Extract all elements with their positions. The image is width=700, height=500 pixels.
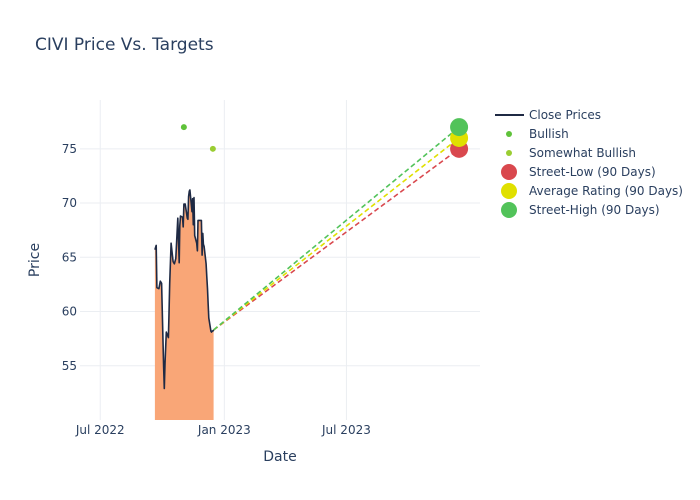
close-price-line-group <box>154 189 215 390</box>
average-target-line <box>213 137 460 331</box>
legend-swatch <box>506 131 512 137</box>
street-low-target-line <box>213 148 460 331</box>
legend-swatch <box>501 202 517 218</box>
x-tick-label: Jul 2022 <box>75 423 125 437</box>
legend-swatch <box>501 183 517 199</box>
close-price-line <box>154 189 215 390</box>
x-tick-label: Jul 2023 <box>321 423 371 437</box>
legend: Close Prices Bullish Somewhat Bullish Stree… <box>495 108 683 218</box>
legend-label: Somewhat Bullish <box>529 146 636 160</box>
gridlines <box>80 100 480 420</box>
street-high-target-line <box>213 126 460 331</box>
legend-item-average[interactable]: Average Rating (90 Days) <box>501 183 683 199</box>
legend-label: Close Prices <box>529 108 601 122</box>
close-price-area <box>154 190 214 420</box>
legend-swatch <box>506 150 512 156</box>
x-axis-ticks: Jul 2022 Jan 2023 Jul 2023 <box>75 423 371 437</box>
legend-label: Bullish <box>529 127 569 141</box>
target-lines <box>213 126 460 331</box>
legend-item-street-low[interactable]: Street-Low (90 Days) <box>501 164 656 180</box>
close-price-fill <box>154 190 214 420</box>
legend-swatch <box>501 164 517 180</box>
y-tick-label: 65 <box>62 250 77 264</box>
legend-item-close[interactable]: Close Prices <box>495 108 601 122</box>
y-axis-ticks: 55 60 65 70 75 <box>62 142 77 373</box>
y-tick-label: 55 <box>62 359 77 373</box>
y-tick-label: 75 <box>62 142 77 156</box>
bullish-rating-point <box>180 124 187 131</box>
legend-item-somewhat-bullish[interactable]: Somewhat Bullish <box>506 146 636 160</box>
y-tick-label: 70 <box>62 196 77 210</box>
chart-title: CIVI Price Vs. Targets <box>35 35 214 55</box>
street-high-target-marker <box>450 118 469 137</box>
legend-label: Street-Low (90 Days) <box>529 165 656 179</box>
y-axis-title: Price <box>27 243 43 277</box>
legend-item-street-high[interactable]: Street-High (90 Days) <box>501 202 660 218</box>
x-tick-label: Jan 2023 <box>197 423 251 437</box>
legend-label: Average Rating (90 Days) <box>529 184 683 198</box>
y-tick-label: 60 <box>62 305 77 319</box>
x-axis-title: Date <box>263 449 296 465</box>
somewhat-bullish-rating-point <box>209 145 216 152</box>
legend-item-bullish[interactable]: Bullish <box>506 127 569 141</box>
legend-label: Street-High (90 Days) <box>529 203 660 217</box>
rating-markers <box>180 118 469 158</box>
